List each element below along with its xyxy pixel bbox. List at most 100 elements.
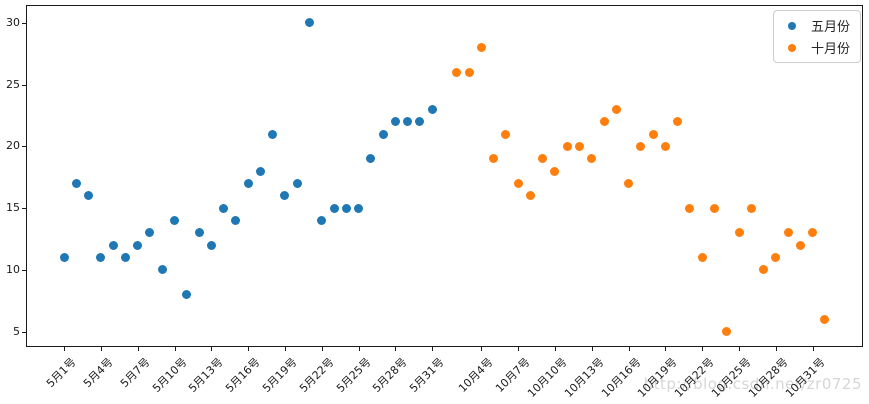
data-point-十月份 xyxy=(722,327,732,337)
legend-item-may: 五月份 xyxy=(782,16,850,35)
data-point-十月份 xyxy=(611,104,621,114)
data-point-十月份 xyxy=(648,129,658,139)
data-point-十月份 xyxy=(624,178,634,188)
x-axis-tick-label: 10月16号 xyxy=(598,355,644,400)
data-point-十月份 xyxy=(710,203,719,213)
x-axis-tick-label: 5月22号 xyxy=(296,355,337,396)
data-point-五月份 xyxy=(378,129,388,139)
data-point-五月份 xyxy=(329,203,339,213)
data-point-五月份 xyxy=(219,203,229,213)
data-point-十月份 xyxy=(599,117,609,127)
x-axis-tick-label: 5月31号 xyxy=(407,355,447,396)
x-axis-tick xyxy=(665,347,667,351)
data-point-十月份 xyxy=(746,203,756,213)
x-axis-tick-label: 5月19号 xyxy=(259,355,300,396)
x-axis-tick-label: 5月28号 xyxy=(370,355,411,396)
legend: 五月份 十月份 xyxy=(772,10,861,63)
x-axis-tick xyxy=(812,347,814,351)
x-axis-tick-label: 10月10号 xyxy=(525,355,570,400)
x-axis-tick xyxy=(395,347,397,351)
data-point-十月份 xyxy=(562,141,572,151)
data-point-五月份 xyxy=(84,191,94,201)
data-point-五月份 xyxy=(255,166,265,176)
data-point-五月份 xyxy=(182,290,192,300)
x-axis-tick xyxy=(481,347,483,351)
data-point-十月份 xyxy=(820,314,830,324)
data-point-五月份 xyxy=(415,117,425,127)
data-point-十月份 xyxy=(550,166,560,176)
data-point-五月份 xyxy=(280,191,290,201)
data-point-五月份 xyxy=(59,252,69,262)
data-point-十月份 xyxy=(513,178,523,188)
x-axis-tick xyxy=(432,347,434,351)
data-point-五月份 xyxy=(366,154,376,164)
data-point-十月份 xyxy=(476,43,486,53)
october-series-marker-icon xyxy=(787,43,796,52)
data-point-五月份 xyxy=(292,178,302,188)
data-point-五月份 xyxy=(403,117,413,127)
x-axis-tick xyxy=(100,347,102,351)
data-point-十月份 xyxy=(734,228,744,238)
data-point-五月份 xyxy=(145,228,155,238)
x-axis-tick-label: 10月13号 xyxy=(561,355,607,400)
data-point-十月份 xyxy=(636,141,646,151)
x-axis-tick xyxy=(628,347,630,351)
x-axis-tick xyxy=(321,347,323,351)
y-axis-tick xyxy=(22,22,26,24)
data-point-十月份 xyxy=(697,252,707,262)
csdn-watermark: http://blog.csdn.net/zr0725 xyxy=(643,375,862,393)
data-point-五月份 xyxy=(305,18,314,28)
legend-item-october: 十月份 xyxy=(782,38,850,57)
data-point-十月份 xyxy=(525,191,535,201)
data-point-十月份 xyxy=(501,129,511,139)
data-point-十月份 xyxy=(808,228,818,238)
data-point-十月份 xyxy=(685,203,695,213)
data-point-十月份 xyxy=(538,154,548,164)
x-axis-tick-label: 5月7号 xyxy=(117,355,153,391)
legend-item-label: 十月份 xyxy=(810,42,850,57)
x-axis-tick xyxy=(775,347,777,351)
data-point-五月份 xyxy=(354,203,364,213)
x-axis-tick-label: 5月13号 xyxy=(186,355,226,396)
data-point-五月份 xyxy=(427,104,437,114)
y-axis-tick-label: 15 xyxy=(6,201,20,215)
x-axis-tick xyxy=(248,347,250,351)
legend-item-label: 五月份 xyxy=(810,20,850,35)
x-axis-tick-label: 10月4号 xyxy=(456,355,496,396)
y-axis-tick-label: 10 xyxy=(6,262,20,276)
data-point-五月份 xyxy=(341,203,351,213)
x-axis-tick xyxy=(518,347,520,351)
data-point-五月份 xyxy=(108,240,118,250)
x-axis-tick xyxy=(702,347,704,351)
y-axis-tick xyxy=(22,331,26,333)
data-point-五月份 xyxy=(71,178,81,188)
may-series-marker-icon xyxy=(787,21,796,30)
data-point-五月份 xyxy=(206,240,216,250)
data-point-五月份 xyxy=(231,215,241,225)
data-point-十月份 xyxy=(759,265,769,275)
data-point-十月份 xyxy=(771,252,781,262)
x-axis-tick-label: 5月1号 xyxy=(43,355,79,391)
data-point-十月份 xyxy=(452,67,462,77)
x-axis-tick-label: 5月25号 xyxy=(333,355,374,396)
plot-area xyxy=(26,5,863,347)
x-axis-tick xyxy=(174,347,176,351)
y-axis-tick xyxy=(22,146,26,148)
y-axis-tick-label: 30 xyxy=(6,15,20,29)
x-axis-tick xyxy=(554,347,556,351)
data-point-十月份 xyxy=(464,67,474,77)
y-axis-tick-label: 5 xyxy=(13,324,20,338)
data-point-五月份 xyxy=(317,215,327,225)
data-point-五月份 xyxy=(243,178,253,188)
y-axis-tick xyxy=(22,208,26,210)
data-point-五月份 xyxy=(133,240,143,250)
data-point-十月份 xyxy=(660,141,670,151)
y-axis-tick-label: 20 xyxy=(6,139,20,153)
x-axis-tick xyxy=(137,347,139,351)
data-point-五月份 xyxy=(157,265,167,275)
data-point-五月份 xyxy=(170,215,179,225)
x-axis-tick-label: 5月16号 xyxy=(223,355,263,396)
x-axis-tick xyxy=(591,347,593,351)
data-point-十月份 xyxy=(575,141,584,151)
y-axis-tick-label: 25 xyxy=(6,77,20,91)
